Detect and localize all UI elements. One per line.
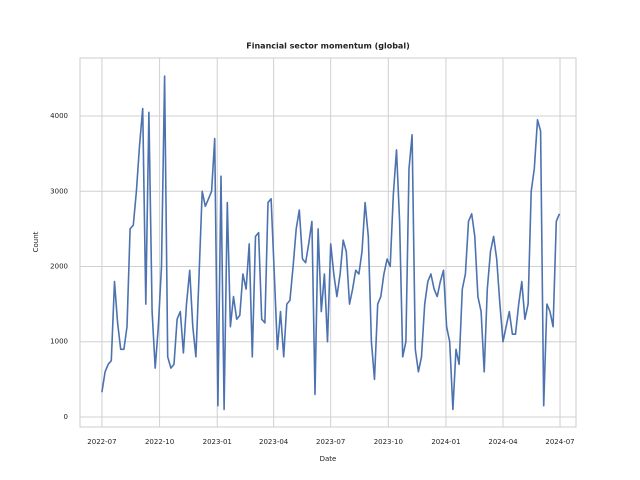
y-tick-label: 1000 (50, 338, 68, 346)
chart-title: Financial sector momentum (global) (246, 42, 409, 51)
y-tick-label: 4000 (50, 112, 68, 120)
x-tick-label: 2022-07 (87, 438, 116, 446)
x-tick-label: 2023-10 (374, 438, 403, 446)
y-tick-label: 3000 (50, 187, 68, 195)
x-tick-label: 2023-04 (259, 438, 289, 446)
x-tick-label: 2022-10 (145, 438, 174, 446)
line-series (101, 75, 561, 411)
x-tick-label: 2024-01 (431, 438, 460, 446)
x-tick-label: 2024-07 (545, 438, 574, 446)
x-tick-label: 2023-07 (316, 438, 345, 446)
x-tick-label: 2024-04 (488, 438, 518, 446)
y-tick-label: 0 (64, 413, 68, 421)
y-axis-label: Count (32, 231, 40, 252)
plot-frame (79, 57, 577, 428)
x-axis-label: Date (320, 455, 337, 463)
y-tick-label: 2000 (50, 263, 68, 271)
x-tick-label: 2023-01 (203, 438, 232, 446)
